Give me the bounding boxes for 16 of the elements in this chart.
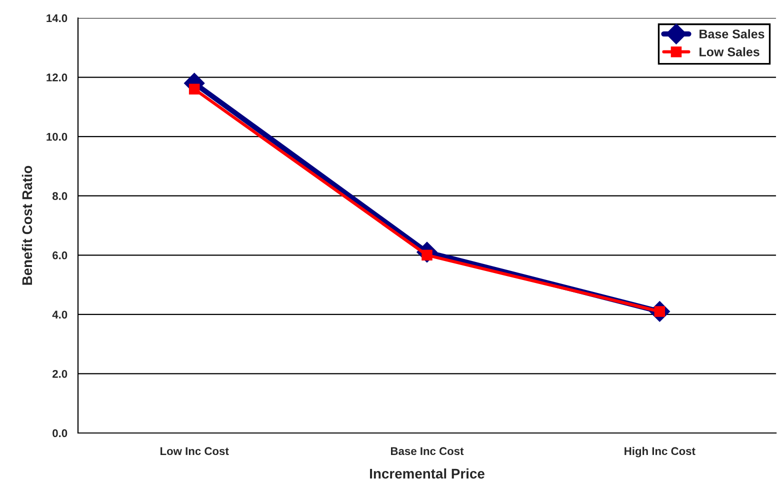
y-tick-label: 12.0 (46, 74, 68, 82)
x-tick-label: Low Inc Cost (160, 447, 229, 456)
y-tick-label: 14.0 (46, 14, 68, 22)
y-axis-title: Benefit Cost Ratio (22, 166, 32, 285)
y-tick-label: 8.0 (52, 192, 68, 200)
x-axis-title: Incremental Price (370, 468, 484, 479)
legend-label: Base Sales (700, 29, 764, 38)
x-tick-label: Base Inc Cost (391, 447, 464, 456)
y-tick-label: 4.0 (52, 310, 68, 319)
y-tick-label: 2.0 (52, 370, 68, 378)
legend-label: Low Sales (700, 47, 760, 56)
y-tick-label: 0.0 (52, 429, 68, 438)
y-tick-label: 10.0 (46, 132, 68, 141)
point (188, 84, 200, 95)
x-tick-label: High Inc Cost (624, 446, 696, 458)
y-tick-label: 6.0 (52, 251, 68, 260)
